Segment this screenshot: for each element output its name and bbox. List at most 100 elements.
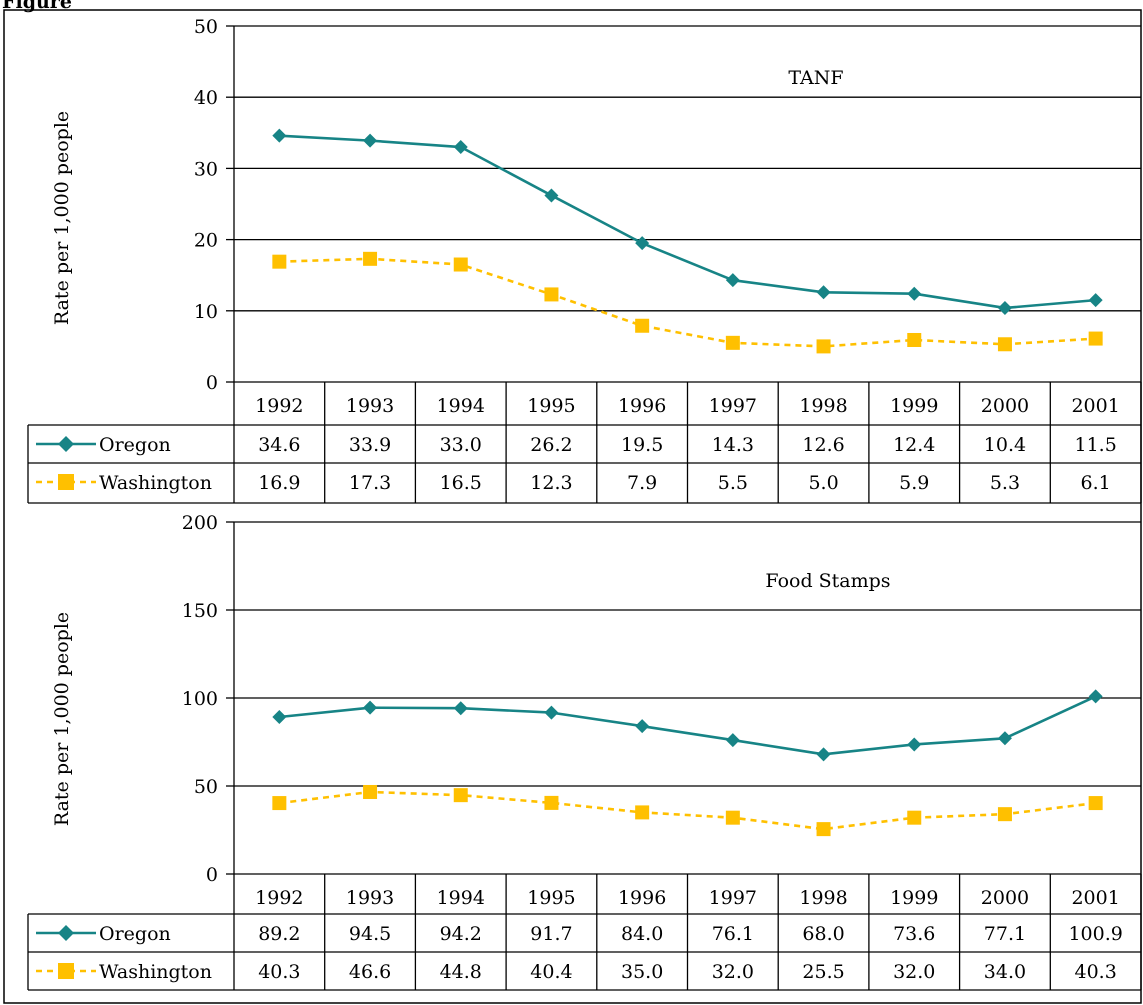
table-value: 91.7	[530, 923, 572, 945]
table-value: 5.5	[718, 472, 748, 494]
data-point-washington	[635, 805, 650, 820]
x-category-label: 1995	[527, 887, 575, 909]
data-point-oregon	[453, 140, 468, 155]
y-tick-label: 10	[194, 301, 218, 323]
table-value: 32.0	[893, 961, 935, 983]
table-value: 40.3	[1074, 961, 1116, 983]
data-point-washington	[544, 795, 559, 810]
data-point-washington	[363, 251, 378, 266]
data-point-oregon	[997, 731, 1012, 746]
data-point-oregon	[816, 747, 831, 762]
data-point-washington	[725, 335, 740, 350]
data-point-washington	[453, 257, 468, 272]
food-stamps-chart-panel: 0 50 100 150 200 Rate per 1,000 people Food St…	[27, 512, 1142, 991]
y-tick-label: 0	[206, 372, 218, 394]
y-tick-label: 20	[194, 230, 218, 252]
x-category-label: 1995	[527, 395, 575, 417]
legend-key-marker	[58, 925, 74, 941]
table-value: 33.9	[349, 434, 391, 456]
table-value: 76.1	[712, 923, 754, 945]
data-point-washington	[544, 287, 559, 302]
x-category-label: 1994	[437, 887, 485, 909]
figure-frame	[3, 9, 1142, 1004]
data-point-oregon	[544, 188, 559, 203]
x-category-label: 1997	[709, 395, 757, 417]
data-point-oregon	[907, 286, 922, 301]
table-value: 10.4	[984, 434, 1026, 456]
data-point-oregon	[907, 737, 922, 752]
data-point-washington	[1088, 796, 1103, 811]
x-category-label: 1997	[709, 887, 757, 909]
data-point-oregon	[997, 300, 1012, 315]
data-point-washington	[272, 254, 287, 269]
y-tick-label: 100	[182, 688, 218, 710]
x-category-label: 2000	[981, 395, 1029, 417]
data-point-washington	[907, 332, 922, 347]
table-value: 12.3	[530, 472, 572, 494]
data-point-washington	[997, 807, 1012, 822]
table-value: 6.1	[1081, 472, 1111, 494]
x-category-label: 1996	[618, 887, 666, 909]
data-point-oregon	[453, 701, 468, 716]
data-point-washington	[997, 337, 1012, 352]
y-tick-label: 50	[194, 776, 218, 798]
data-point-washington	[816, 822, 831, 837]
table-value: 40.3	[258, 961, 300, 983]
data-point-oregon	[272, 128, 287, 143]
table-value: 33.0	[440, 434, 482, 456]
table-value: 34.6	[258, 434, 300, 456]
table-value: 35.0	[621, 961, 663, 983]
y-tick-label: 30	[194, 158, 218, 180]
x-category-label: 1992	[255, 395, 303, 417]
table-value: 12.6	[802, 434, 844, 456]
table-value: 89.2	[258, 923, 300, 945]
y-axis-label: Rate per 1,000 people	[51, 612, 73, 826]
table-value: 5.0	[808, 472, 838, 494]
legend-series-name: Oregon	[99, 923, 171, 945]
table-value: 11.5	[1074, 434, 1116, 456]
x-category-label: 1994	[437, 395, 485, 417]
chart-title: TANF	[788, 67, 843, 89]
data-point-oregon	[1088, 689, 1103, 704]
chart-title: Food Stamps	[765, 570, 890, 592]
legend-series-name: Oregon	[99, 434, 171, 456]
table-value: 19.5	[621, 434, 663, 456]
figure-caption-fragment: Figure	[2, 0, 72, 13]
data-point-oregon	[272, 710, 287, 725]
x-category-label: 1996	[618, 395, 666, 417]
data-point-oregon	[725, 273, 740, 288]
table-value: 16.5	[440, 472, 482, 494]
data-point-oregon	[635, 719, 650, 734]
table-value: 5.3	[990, 472, 1020, 494]
legend-key-marker	[58, 436, 74, 452]
table-value: 44.8	[440, 961, 482, 983]
table-value: 16.9	[258, 472, 300, 494]
table-value: 26.2	[530, 434, 572, 456]
series-line-washington	[279, 257, 1096, 348]
table-value: 25.5	[802, 961, 844, 983]
x-category-label: 1999	[890, 887, 938, 909]
table-value: 77.1	[984, 923, 1026, 945]
data-point-oregon	[816, 285, 831, 300]
data-point-oregon	[363, 133, 378, 148]
data-point-washington	[725, 810, 740, 825]
table-value: 46.6	[349, 961, 391, 983]
series-line-washington	[279, 790, 1096, 831]
table-value: 5.9	[899, 472, 929, 494]
table-value: 32.0	[712, 961, 754, 983]
table-value: 14.3	[712, 434, 754, 456]
tanf-chart-panel: 0 10 20 30 40 50 Rate per 1,000 people TANF 1992…	[27, 16, 1142, 504]
data-point-washington	[907, 810, 922, 825]
x-category-label: 2001	[1071, 395, 1119, 417]
data-point-oregon	[725, 733, 740, 748]
x-category-label: 1993	[346, 887, 394, 909]
series-line-oregon	[279, 134, 1096, 310]
x-category-label: 2001	[1071, 887, 1119, 909]
table-value: 84.0	[621, 923, 663, 945]
y-tick-label: 200	[182, 512, 218, 534]
legend-key-marker	[58, 474, 74, 490]
data-point-washington	[272, 796, 287, 811]
data-point-washington	[1088, 331, 1103, 346]
data-point-washington	[363, 784, 378, 799]
